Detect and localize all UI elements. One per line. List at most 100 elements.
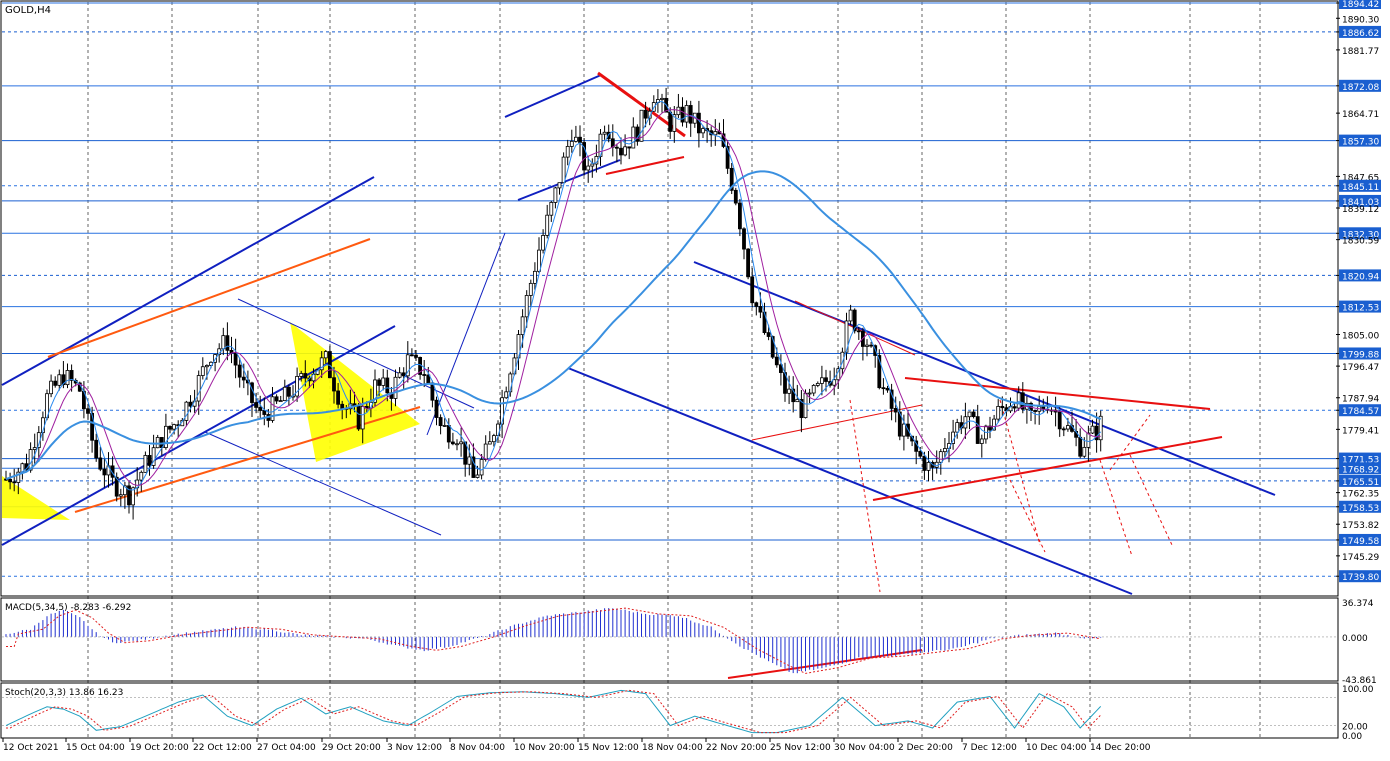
time-axis-label: 10 Nov 20:00 — [514, 743, 575, 753]
candle-body — [356, 405, 361, 430]
candle-body — [188, 401, 193, 407]
candle-body — [938, 451, 943, 463]
candle-body — [1020, 392, 1025, 410]
projection-arrow — [849, 399, 881, 593]
candle-body — [172, 424, 177, 430]
candle-body — [332, 377, 336, 392]
candle-body — [996, 406, 1001, 420]
wedge-lower-line — [872, 436, 1223, 501]
candle-body — [582, 142, 586, 171]
candle-body — [90, 412, 94, 441]
candle-body — [733, 189, 738, 204]
price-axis-label: 1787.94 — [1342, 395, 1379, 405]
price-axis-label: 1779.41 — [1342, 426, 1379, 436]
flag-lower-line — [517, 159, 621, 201]
candle-body — [885, 387, 890, 391]
macd-label: MACD(5,34,5) -8.283 -6.292 — [5, 603, 131, 613]
candle-body — [274, 396, 279, 402]
candle-body — [660, 97, 664, 100]
candle-body — [1078, 436, 1083, 457]
macd-axis-label: -43.861 — [1342, 676, 1377, 686]
moving-average-mid — [5, 109, 1101, 486]
projection-arrow — [1129, 454, 1173, 546]
candle-body — [1061, 428, 1066, 431]
candle-body — [200, 366, 205, 376]
candle-body — [787, 388, 791, 394]
price-axis-label: 1830.59 — [1342, 237, 1379, 247]
projection-arrow — [1099, 459, 1133, 557]
candle-body — [975, 416, 980, 444]
candle-body — [114, 476, 119, 497]
candle-body — [541, 235, 545, 251]
candle-body — [467, 456, 472, 465]
candle-body — [943, 448, 947, 453]
candle-body — [881, 387, 886, 390]
candle-body — [893, 408, 898, 413]
candle-body — [627, 146, 632, 149]
candle-body — [815, 383, 820, 386]
projection-arrow — [1109, 414, 1151, 471]
candle-body — [270, 396, 275, 421]
candle-body — [803, 392, 808, 419]
candle-body — [971, 411, 976, 418]
candle-body — [746, 248, 750, 278]
price-label-box — [1339, 404, 1381, 417]
candle-body — [680, 106, 685, 123]
candle-body — [590, 163, 595, 167]
time-axis-label: 3 Nov 12:00 — [387, 743, 442, 753]
candle-body — [471, 456, 476, 478]
candle-body — [459, 441, 464, 445]
candle-body — [635, 126, 640, 142]
candle-body — [373, 379, 377, 403]
candle-body — [528, 282, 533, 296]
price-axis-label: 1768.92 — [1342, 465, 1379, 475]
price-panel-frame — [0, 0, 1339, 597]
chart-title: GOLD,H4 — [5, 5, 51, 16]
price-label-box — [1339, 462, 1381, 475]
price-label-box — [1339, 179, 1381, 192]
price-label-box — [1339, 300, 1381, 313]
candle-body — [196, 375, 201, 402]
candle-body — [602, 131, 607, 135]
candle-body — [69, 370, 74, 381]
flag-upper-line — [504, 74, 602, 118]
price-axis-label: 1832.30 — [1342, 230, 1379, 240]
time-axis-label: 7 Dec 12:00 — [962, 743, 1017, 753]
candle-body — [1094, 425, 1099, 441]
price-axis-label: 1841.03 — [1342, 198, 1379, 208]
candle-body — [479, 459, 484, 476]
price-axis-label: 1796.47 — [1342, 363, 1379, 373]
candle-body — [225, 335, 230, 351]
candle-body — [561, 156, 566, 184]
time-axis-label: 15 Nov 12:00 — [578, 743, 639, 753]
candle-body — [902, 423, 906, 437]
candle-body — [758, 306, 763, 313]
price-axis-label: 1890.30 — [1342, 15, 1379, 25]
price-axis-label: 1820.94 — [1342, 272, 1379, 282]
price-label-box — [1339, 0, 1381, 9]
candle-body — [8, 478, 13, 483]
candle-body — [807, 392, 812, 395]
candle-body — [569, 140, 574, 147]
candle-body — [729, 167, 734, 191]
trend-line — [426, 232, 506, 436]
candle-body — [848, 309, 853, 322]
price-label-box — [1339, 533, 1381, 546]
candle-body — [992, 418, 996, 431]
trend-line — [237, 298, 475, 409]
candle-body — [127, 485, 131, 506]
time-axis-label: 19 Oct 20:00 — [130, 743, 189, 753]
price-axis-label: 1758.53 — [1342, 504, 1379, 514]
candle-body — [385, 377, 390, 394]
candle-body — [151, 447, 156, 466]
price-label-box — [1339, 269, 1381, 282]
price-axis-label: 1839.12 — [1342, 205, 1379, 215]
candle-body — [65, 370, 70, 386]
stoch-axis-label: 0.00 — [1342, 732, 1362, 742]
moving-average-slow — [5, 170, 1102, 481]
candle-body — [86, 408, 90, 414]
candle-body — [401, 372, 406, 377]
time-axis-label: 22 Oct 12:00 — [193, 743, 252, 753]
candle-body — [487, 441, 492, 445]
